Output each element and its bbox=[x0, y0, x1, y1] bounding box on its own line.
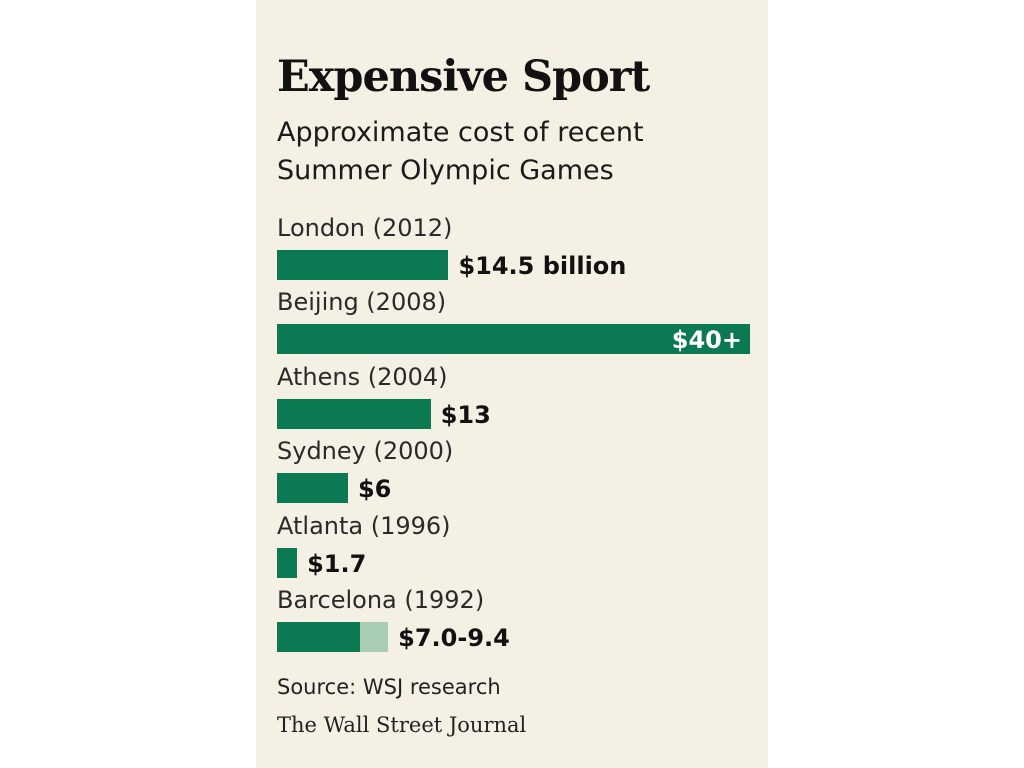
value-label: $13 bbox=[440, 400, 491, 429]
bar bbox=[277, 398, 431, 429]
value-label: $7.0-9.4 bbox=[398, 624, 510, 652]
publisher-credit: The Wall Street Journal bbox=[277, 713, 527, 737]
category-label: Athens (2004) bbox=[277, 362, 448, 391]
bar-range-extension bbox=[359, 622, 389, 652]
value-label: $14.5 billion bbox=[458, 252, 627, 280]
value-label: $40+ bbox=[671, 326, 742, 355]
bar bbox=[277, 622, 360, 652]
bar bbox=[277, 324, 750, 355]
value-label: $1.7 bbox=[307, 549, 367, 578]
source-note: Source: WSJ research bbox=[277, 675, 501, 699]
value-label: $6 bbox=[357, 475, 392, 504]
chart-title: Expensive Sport bbox=[277, 52, 650, 102]
category-label: Atlanta (1996) bbox=[277, 511, 451, 540]
category-label: Barcelona (1992) bbox=[277, 586, 485, 614]
bar bbox=[277, 250, 449, 280]
category-label: Sydney (2000) bbox=[277, 437, 454, 466]
category-label: Beijing (2008) bbox=[277, 288, 447, 317]
bar bbox=[277, 547, 298, 578]
bar bbox=[277, 473, 348, 504]
category-label: London (2012) bbox=[277, 214, 453, 242]
chart-subtitle: Approximate cost of recent Summer Olympi… bbox=[277, 117, 644, 186]
